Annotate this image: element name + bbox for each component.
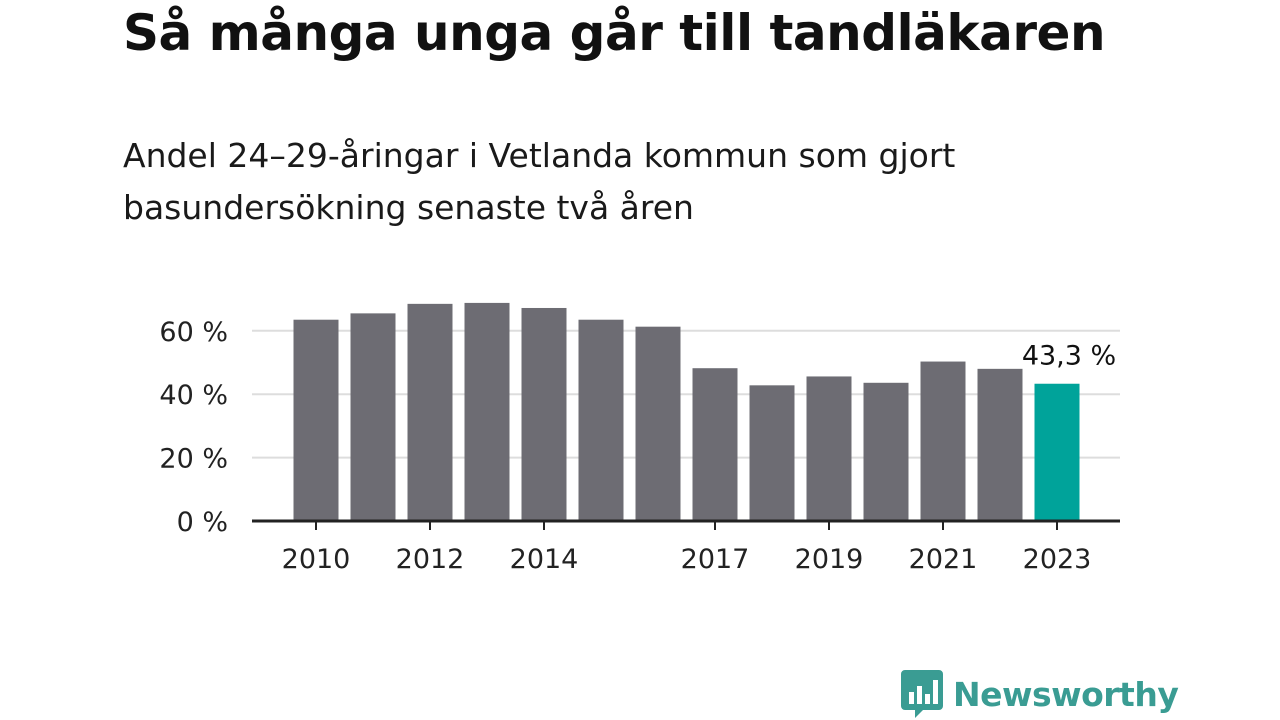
bar [578,319,624,521]
x-tick-label: 2014 [510,544,579,575]
bar [920,361,966,521]
bar [464,302,510,521]
bar-chart: 0 % 20 % 40 % 60 % 43,3 % 2010 2012 2014 2017 201… [159,302,1120,575]
y-tick-label: 60 % [159,317,228,348]
bar [350,313,396,521]
data-label: 43,3 % [1022,341,1116,372]
bar [863,382,909,521]
x-tick-label: 2017 [681,544,750,575]
newsworthy-logo: Newsworthy [901,670,1179,718]
bar [806,376,852,521]
y-tick-label: 20 % [159,444,228,475]
x-tick-label: 2019 [795,544,864,575]
newsworthy-logo-icon [901,670,943,718]
bar [635,326,681,521]
x-tick-label: 2010 [282,544,351,575]
x-tick-label: 2023 [1023,544,1092,575]
y-tick-label: 40 % [159,380,228,411]
bar [692,368,738,521]
brand-name: Newsworthy [953,674,1179,714]
bar [1034,383,1080,521]
x-tick-label: 2021 [909,544,978,575]
bar [749,385,795,521]
chart-title: Så många unga går till tandläkaren [123,4,1106,62]
bar [977,368,1023,521]
bar [521,307,567,521]
chart-subtitle: Andel 24–29-åringar i Vetlanda kommun so… [123,136,956,227]
bar [293,319,339,521]
x-tick-label: 2012 [396,544,465,575]
y-tick-label: 0 % [177,507,228,538]
bar [407,303,453,521]
